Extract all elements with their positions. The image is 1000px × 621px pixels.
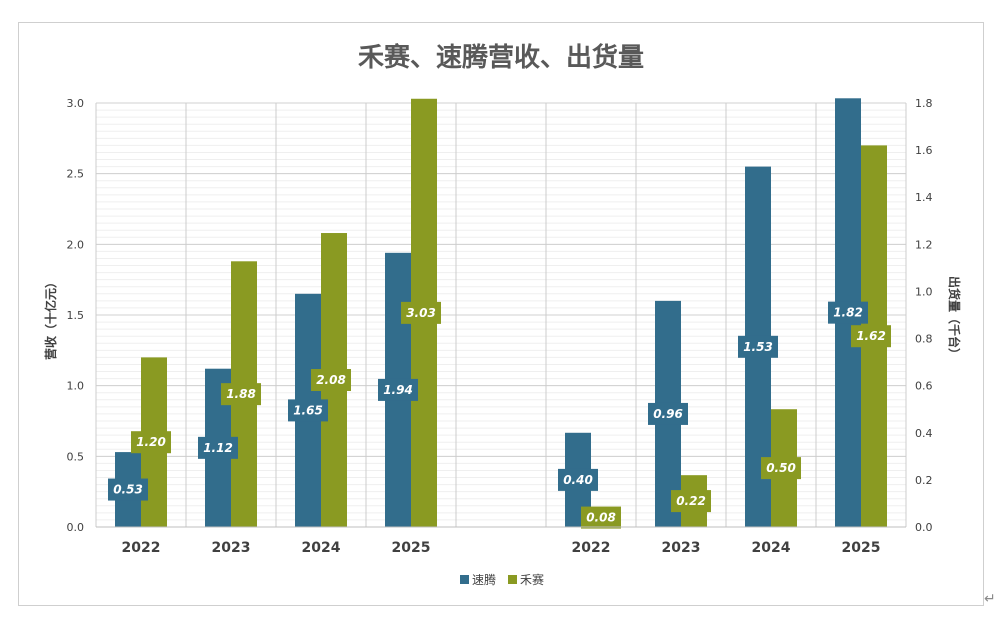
legend: 速腾 禾赛 [460, 572, 544, 587]
data-label-box [558, 468, 598, 491]
right-y-tick-label: 1.6 [915, 144, 933, 157]
data-label-box [671, 490, 711, 513]
data-label: 1.20 [136, 435, 166, 449]
left-y-tick-label: 1.0 [67, 380, 85, 393]
right-y-tick-label: 0.2 [915, 474, 933, 487]
data-label-box [401, 301, 441, 324]
right-y-tick-label: 0.6 [915, 380, 933, 393]
data-labels-layer: 0.53 1.20 1.12 1.88 1.65 2.08 1.94 3.03 0.40 0.08… [108, 301, 891, 529]
legend-swatch-hesai [508, 575, 517, 584]
data-label-box [198, 436, 238, 459]
data-label: 1.94 [383, 383, 413, 397]
data-label-box [581, 506, 621, 529]
right-y-tick-label: 0.8 [915, 333, 933, 346]
x-category-label: 2025 [392, 540, 431, 556]
left-y-tick-label: 2.5 [67, 168, 85, 181]
right-y-tick-label: 1.4 [915, 191, 933, 204]
left-y-tick-label: 0.0 [67, 521, 85, 534]
data-label: 3.03 [406, 306, 436, 320]
chart-title: 禾赛、速腾营收、出货量 [358, 42, 644, 73]
left-y-tick-label: 2.0 [67, 238, 85, 251]
left-y-tick-label: 0.5 [67, 450, 85, 463]
right-y-tick-label: 1.0 [915, 285, 933, 298]
x-category-label: 2022 [122, 540, 161, 556]
x-category-label: 2025 [842, 540, 881, 556]
right-y-tick-label: 0.4 [915, 427, 933, 440]
left-y-axis-title: 营收（十亿元） [43, 276, 58, 360]
right-y-tick-label: 1.8 [915, 97, 933, 110]
data-label: 0.53 [113, 483, 143, 497]
left-y-tick-label: 1.5 [67, 309, 85, 322]
data-label: 2.08 [316, 373, 346, 387]
data-label: 1.12 [203, 441, 233, 455]
data-label-box [288, 399, 328, 422]
data-label-box [108, 478, 148, 501]
data-label-box [378, 378, 418, 401]
paragraph-return-mark: ↵ [984, 591, 996, 607]
data-label-box [738, 335, 778, 358]
x-category-label: 2023 [212, 540, 251, 556]
right-y-tick-label: 0.0 [915, 521, 933, 534]
data-label: 0.96 [653, 407, 683, 421]
legend-label-hesai: 禾赛 [520, 572, 544, 587]
chart-frame [18, 22, 984, 606]
data-label: 0.40 [563, 473, 593, 487]
x-category-label: 2022 [572, 540, 611, 556]
data-label: 1.82 [833, 306, 863, 320]
data-label-box [851, 325, 891, 348]
data-label-box [761, 457, 801, 480]
data-label: 1.88 [226, 387, 256, 401]
right-y-axis-title: 出货量（千台） [947, 276, 962, 360]
data-label-box [131, 431, 171, 454]
data-label: 1.53 [743, 340, 773, 354]
data-label: 0.22 [676, 494, 706, 508]
right-y-tick-label: 1.2 [915, 238, 933, 251]
data-label-box [828, 301, 868, 324]
x-category-label: 2023 [662, 540, 701, 556]
x-category-label: 2024 [752, 540, 791, 556]
data-label: 0.50 [766, 461, 796, 475]
data-label: 0.08 [586, 511, 616, 525]
data-label: 1.62 [856, 329, 886, 343]
left-y-tick-label: 3.0 [67, 97, 85, 110]
data-label-box [648, 402, 688, 425]
legend-label-suteng: 速腾 [472, 572, 496, 587]
x-category-label: 2024 [302, 540, 341, 556]
data-label-box [311, 369, 351, 392]
legend-swatch-suteng [460, 575, 469, 584]
data-label: 1.65 [293, 403, 323, 417]
data-label-box [221, 383, 261, 406]
axis-layer: 0.0 0.5 1.0 1.5 2.0 2.5 3.0 0.0 0.2 0.4 0.6 0.8 1.0 1… [67, 97, 933, 556]
